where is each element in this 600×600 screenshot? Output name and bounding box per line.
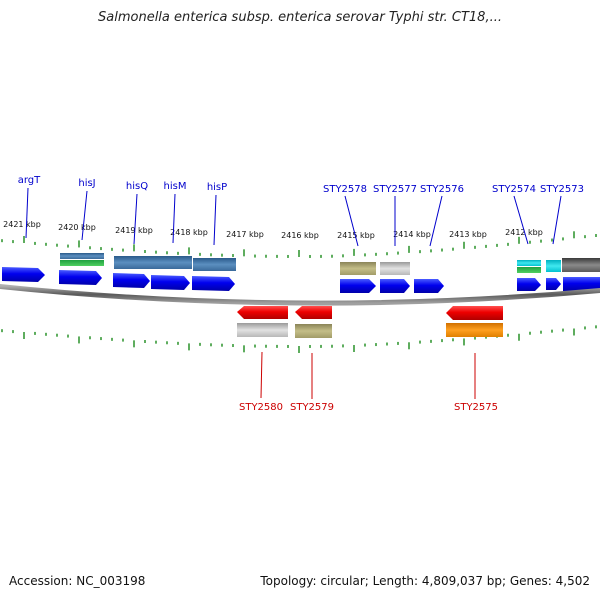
feature-bar <box>60 253 104 259</box>
feature-bar <box>380 262 410 275</box>
gene-label-STY2575[interactable]: STY2575 <box>454 402 498 413</box>
gene-label-STY2574[interactable]: STY2574 <box>492 184 536 195</box>
gene-arrow-STY2577[interactable] <box>380 279 410 293</box>
gene-arrow-STY2579[interactable] <box>295 306 332 319</box>
gene-arrow-argT[interactable] <box>2 267 45 282</box>
feature-bar <box>237 323 288 337</box>
gene-arrows-forward <box>2 267 600 293</box>
feature-bar <box>193 258 236 271</box>
gene-arrows-reverse <box>237 306 503 320</box>
feature-bar <box>60 260 104 266</box>
kbp-label: 2416 kbp <box>281 231 319 240</box>
gene-arrow-hisQ[interactable] <box>113 273 150 288</box>
gene-label-hisQ[interactable]: hisQ <box>126 181 148 192</box>
gene-arrow-STY2573[interactable] <box>546 278 561 290</box>
feature-bar <box>546 260 561 272</box>
kbp-label: 2414 kbp <box>393 230 431 239</box>
genome-summary: Topology: circular; Length: 4,809,037 bp… <box>260 574 590 588</box>
kbp-label: 2412 kbp <box>505 228 543 237</box>
gene-label-STY2576[interactable]: STY2576 <box>420 184 464 195</box>
feature-bar <box>295 324 332 338</box>
feature-bar <box>562 258 600 272</box>
gene-label-hisJ[interactable]: hisJ <box>78 178 95 189</box>
kbp-label: 2421 kbp <box>3 220 41 229</box>
gene-label-STY2578[interactable]: STY2578 <box>323 184 367 195</box>
gene-arrow-hisM[interactable] <box>151 275 190 290</box>
gene-arrow-STY2580[interactable] <box>237 306 288 319</box>
feature-bar <box>517 260 541 266</box>
gene-label-hisP[interactable]: hisP <box>207 182 227 193</box>
top-gene-labels: argT hisJ hisQ hisM hisP STY2578 STY2577… <box>18 175 584 195</box>
kbp-label: 2420 kbp <box>58 223 96 232</box>
gene-label-argT[interactable]: argT <box>18 175 41 186</box>
feature-track-lower <box>237 323 503 338</box>
kbp-label: 2418 kbp <box>170 228 208 237</box>
gene-label-STY2577[interactable]: STY2577 <box>373 184 417 195</box>
kbp-labels: 2421 kbp 2420 kbp 2419 kbp 2418 kbp 2417… <box>3 220 543 240</box>
bottom-callout-lines <box>260 351 476 399</box>
kbp-label: 2413 kbp <box>449 230 487 239</box>
top-callout-lines <box>25 187 562 247</box>
gene-label-STY2573[interactable]: STY2573 <box>540 184 584 195</box>
gene-label-STY2580[interactable]: STY2580 <box>239 402 283 413</box>
gene-label-STY2579[interactable]: STY2579 <box>290 402 334 413</box>
accession-label: Accession: NC_003198 <box>9 574 146 588</box>
chromosome-backbone <box>0 283 600 306</box>
gene-arrow-hisP[interactable] <box>192 276 235 291</box>
gene-arrow-STY2574[interactable] <box>517 278 541 291</box>
bottom-gene-labels: STY2580 STY2579 STY2575 <box>239 402 498 413</box>
gene-label-hisM[interactable]: hisM <box>164 181 187 192</box>
gene-arrow-STY2576[interactable] <box>414 279 444 293</box>
feature-bar <box>114 256 192 269</box>
feature-bar <box>446 323 503 337</box>
map-title: Salmonella enterica subsp. enterica sero… <box>98 10 502 25</box>
kbp-label: 2417 kbp <box>226 230 264 239</box>
gene-arrow-STY2575[interactable] <box>446 306 503 320</box>
kbp-label: 2419 kbp <box>115 226 153 235</box>
scale-ticks-bottom <box>1 325 597 353</box>
gene-arrow-STY2578[interactable] <box>340 279 376 293</box>
feature-track-upper <box>60 253 600 275</box>
gene-arrow-hisJ[interactable] <box>59 270 102 285</box>
feature-bar <box>340 262 376 275</box>
scale-ticks-top <box>1 231 597 258</box>
feature-bar <box>517 267 541 273</box>
kbp-label: 2415 kbp <box>337 231 375 240</box>
gene-arrow[interactable] <box>563 277 600 291</box>
